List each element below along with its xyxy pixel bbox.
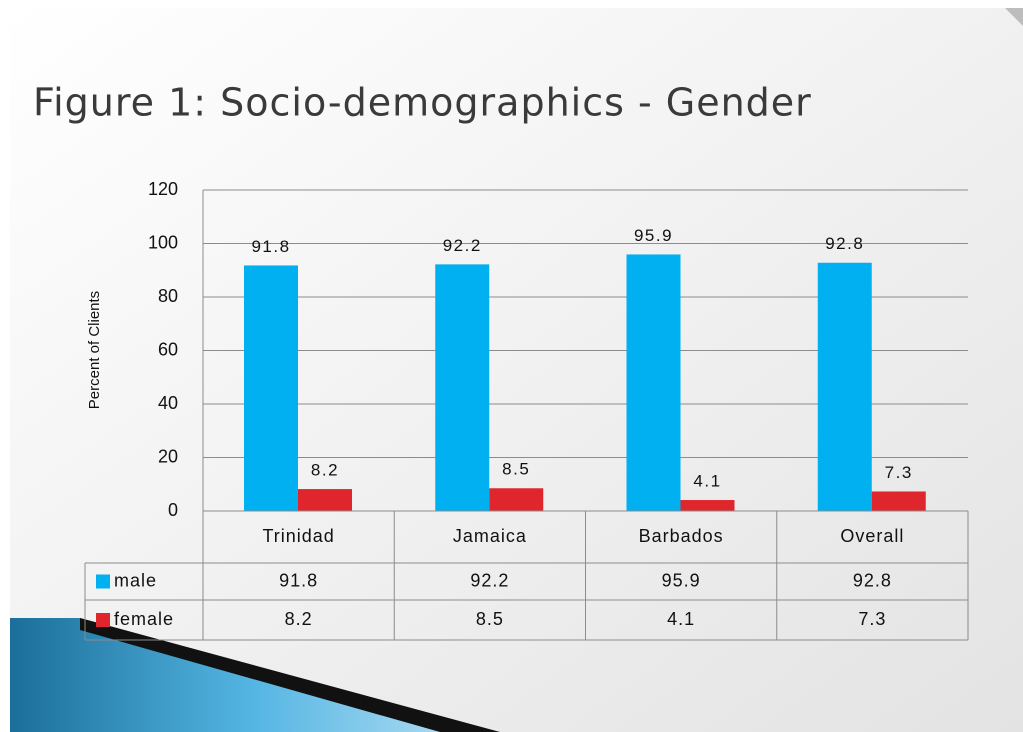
table-cell: 4.1 [667,609,695,629]
table-cell: 7.3 [858,609,886,629]
table-cell: 95.9 [662,570,701,590]
legend-label: male [114,570,157,590]
bar [871,491,926,511]
y-tick-label: 20 [158,446,178,466]
bar [817,262,872,511]
legend-label: female [114,609,174,629]
y-tick-label: 80 [158,286,178,306]
y-tick-label: 0 [168,500,178,520]
bar [435,264,490,511]
x-tick-label: Jamaica [453,526,527,546]
value-label: 7.3 [885,463,913,482]
chart-title: Figure 1: Socio-demographics - Gender [33,81,812,125]
table-cell: 8.2 [285,609,313,629]
y-tick-label: 60 [158,339,178,359]
value-label: 95.9 [634,226,673,245]
arrow-shadow [80,618,500,732]
bar [244,265,298,511]
bar [489,488,544,511]
table-cell: 8.5 [476,609,504,629]
x-tick-label: Overall [840,526,904,546]
value-label: 4.1 [693,472,721,491]
x-tick-label: Barbados [639,526,724,546]
y-axis-label: Percent of Clients [86,291,103,409]
x-tick-label: Trinidad [262,526,334,546]
value-label: 8.2 [311,461,339,480]
table-cell: 92.2 [470,570,509,590]
y-tick-label: 100 [148,232,178,252]
value-label: 91.8 [251,237,290,256]
legend-swatch [96,574,110,589]
bar [298,489,352,511]
legend-swatch [96,613,110,627]
corner-decoration [1005,8,1023,26]
value-label: 92.2 [443,236,482,255]
y-tick-label: 40 [158,393,178,413]
table-cell: 92.8 [853,570,892,590]
value-label: 8.5 [502,460,530,479]
y-tick-label: 120 [148,179,178,199]
bar [680,500,735,511]
table-cell: 91.8 [279,570,318,590]
value-label: 92.8 [825,234,864,253]
bar [626,254,681,511]
